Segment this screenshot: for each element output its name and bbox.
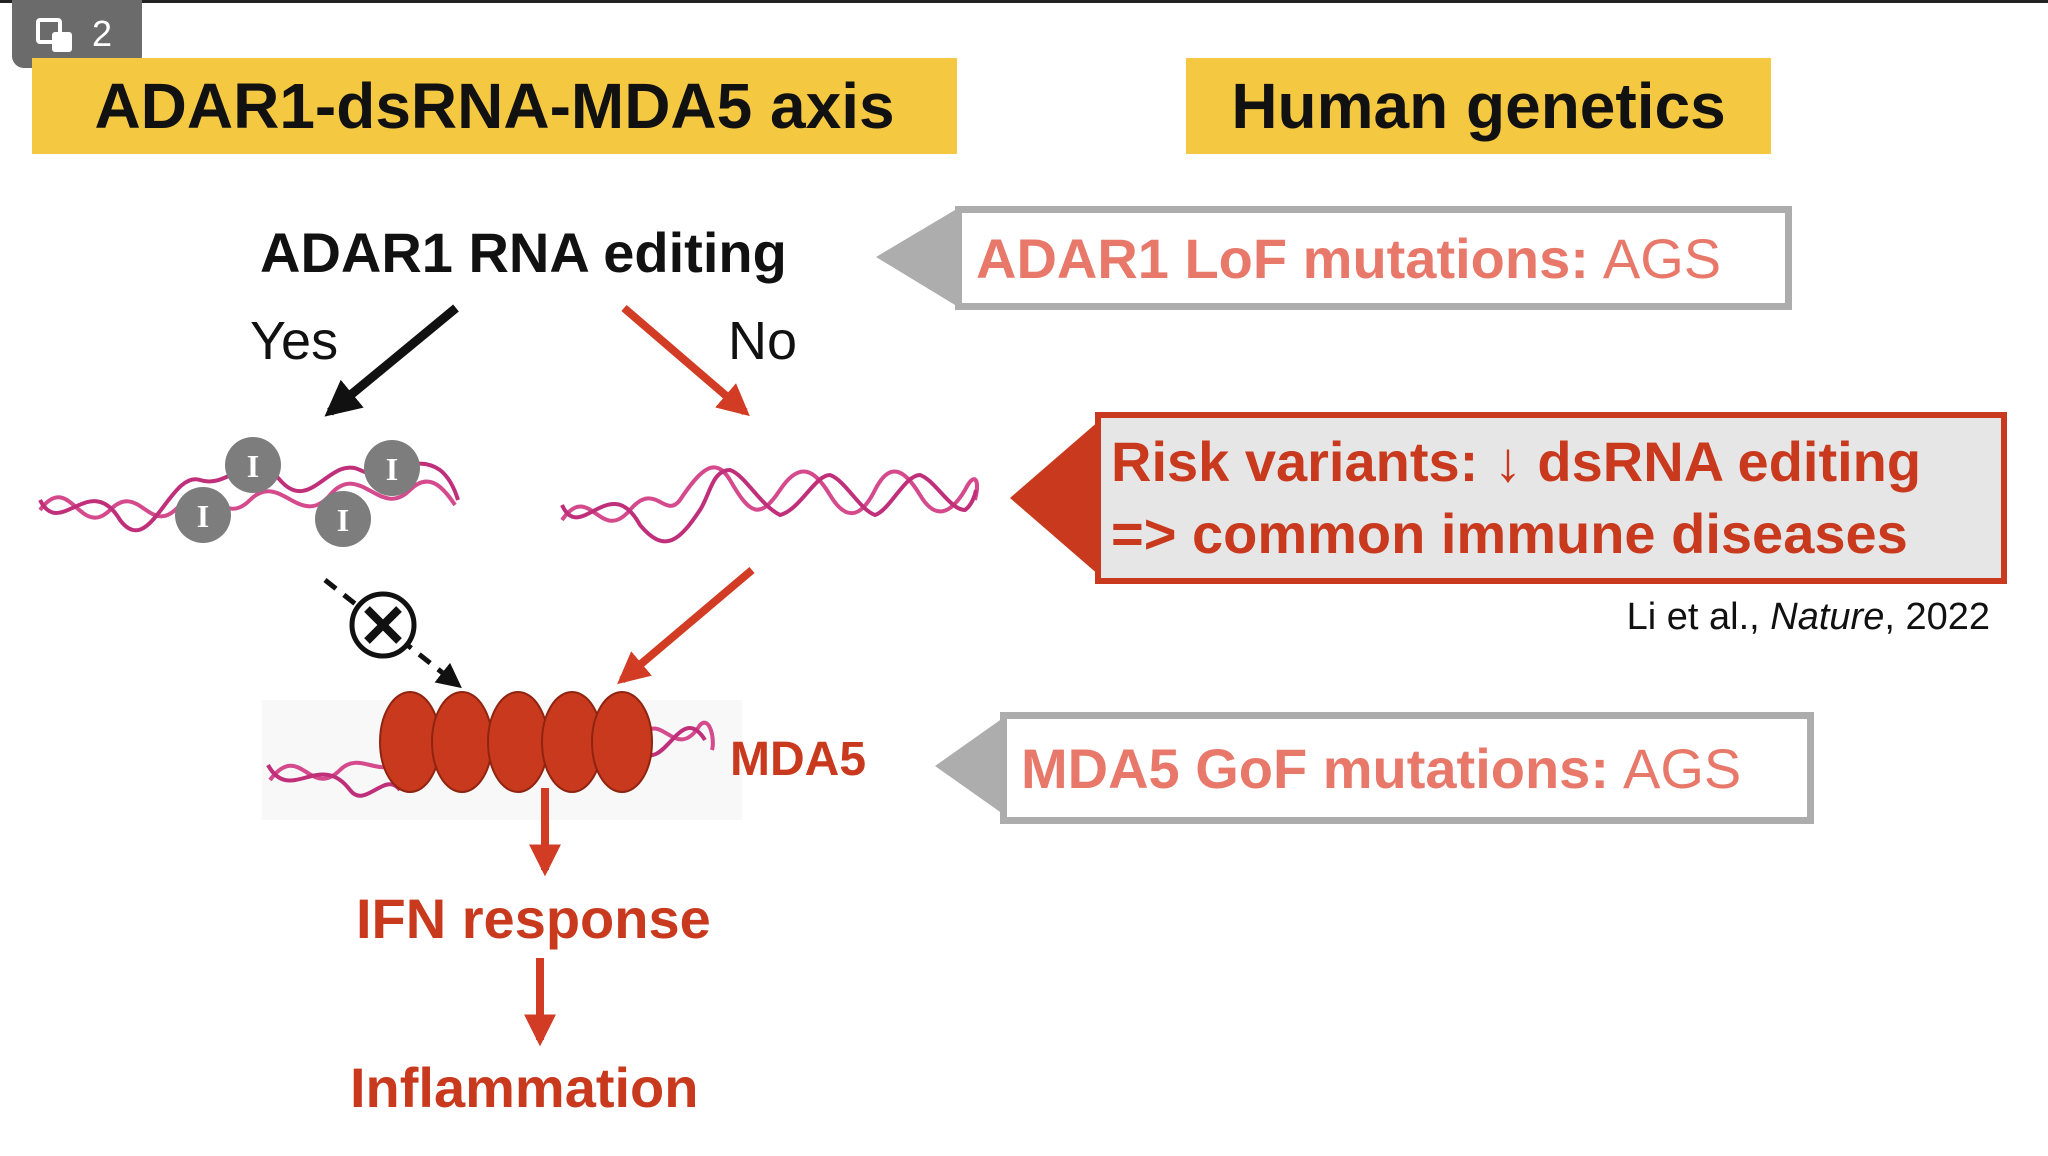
risk-variants-line2: => common immune diseases	[1111, 502, 1908, 565]
risk-variants-line1: Risk variants: ↓ dsRNA editing	[1111, 430, 1922, 493]
genetics-title: Human genetics	[1186, 58, 1771, 154]
yes-arrow	[324, 304, 459, 417]
mda5-label: MDA5	[730, 733, 867, 786]
adar1-editing-label: ADAR1 RNA editing	[260, 221, 787, 284]
slides-icon	[34, 14, 78, 54]
adar1-lof-box: ADAR1 LoF mutations: AGS	[955, 206, 1792, 310]
ifn-response-label: IFN response	[356, 887, 711, 950]
yes-label: Yes	[250, 311, 339, 371]
slide-counter-badge[interactable]: 2	[12, 0, 142, 68]
adar1-ags-text: AGS	[1602, 226, 1722, 290]
inosine-label: I	[247, 448, 259, 484]
axis-title-text: ADAR1-dsRNA-MDA5 axis	[94, 70, 895, 142]
citation-authors: Li et al.,	[1626, 596, 1771, 638]
slide-count: 2	[92, 13, 113, 54]
mda5-pointer	[935, 718, 1003, 814]
axis-title: ADAR1-dsRNA-MDA5 axis	[32, 58, 957, 154]
risk-pointer	[1010, 420, 1100, 576]
inosine-label: I	[386, 451, 398, 487]
adar1-lof-text: ADAR1 LoF mutations:	[976, 226, 1589, 290]
inhibited-icon	[349, 591, 417, 659]
inosine-label: I	[197, 498, 209, 534]
genetics-title-text: Human genetics	[1231, 70, 1726, 142]
mda5-gof-text: MDA5 GoF mutations:	[1021, 736, 1609, 800]
mda5-gof-box: MDA5 GoF mutations: AGS	[1000, 712, 1814, 824]
inflammation-label: Inflammation	[350, 1056, 699, 1119]
inosine-marks: I I I I	[175, 437, 420, 547]
citation: Li et al., Nature, 2022	[1627, 596, 1990, 639]
no-arrow	[621, 304, 750, 417]
unedited-dsrna	[560, 465, 979, 544]
citation-journal: Nature	[1770, 596, 1885, 638]
top-border	[0, 0, 2048, 3]
mda5-ags-text: AGS	[1622, 736, 1742, 800]
no-label: No	[728, 311, 798, 371]
adar1-pointer	[876, 210, 955, 305]
citation-year: , 2022	[1884, 596, 1990, 638]
mda5-filament	[379, 691, 653, 793]
risk-variants-box: Risk variants: ↓ dsRNA editing => common…	[1095, 412, 2007, 584]
inosine-label: I	[337, 502, 349, 538]
activation-arrow	[617, 566, 755, 685]
